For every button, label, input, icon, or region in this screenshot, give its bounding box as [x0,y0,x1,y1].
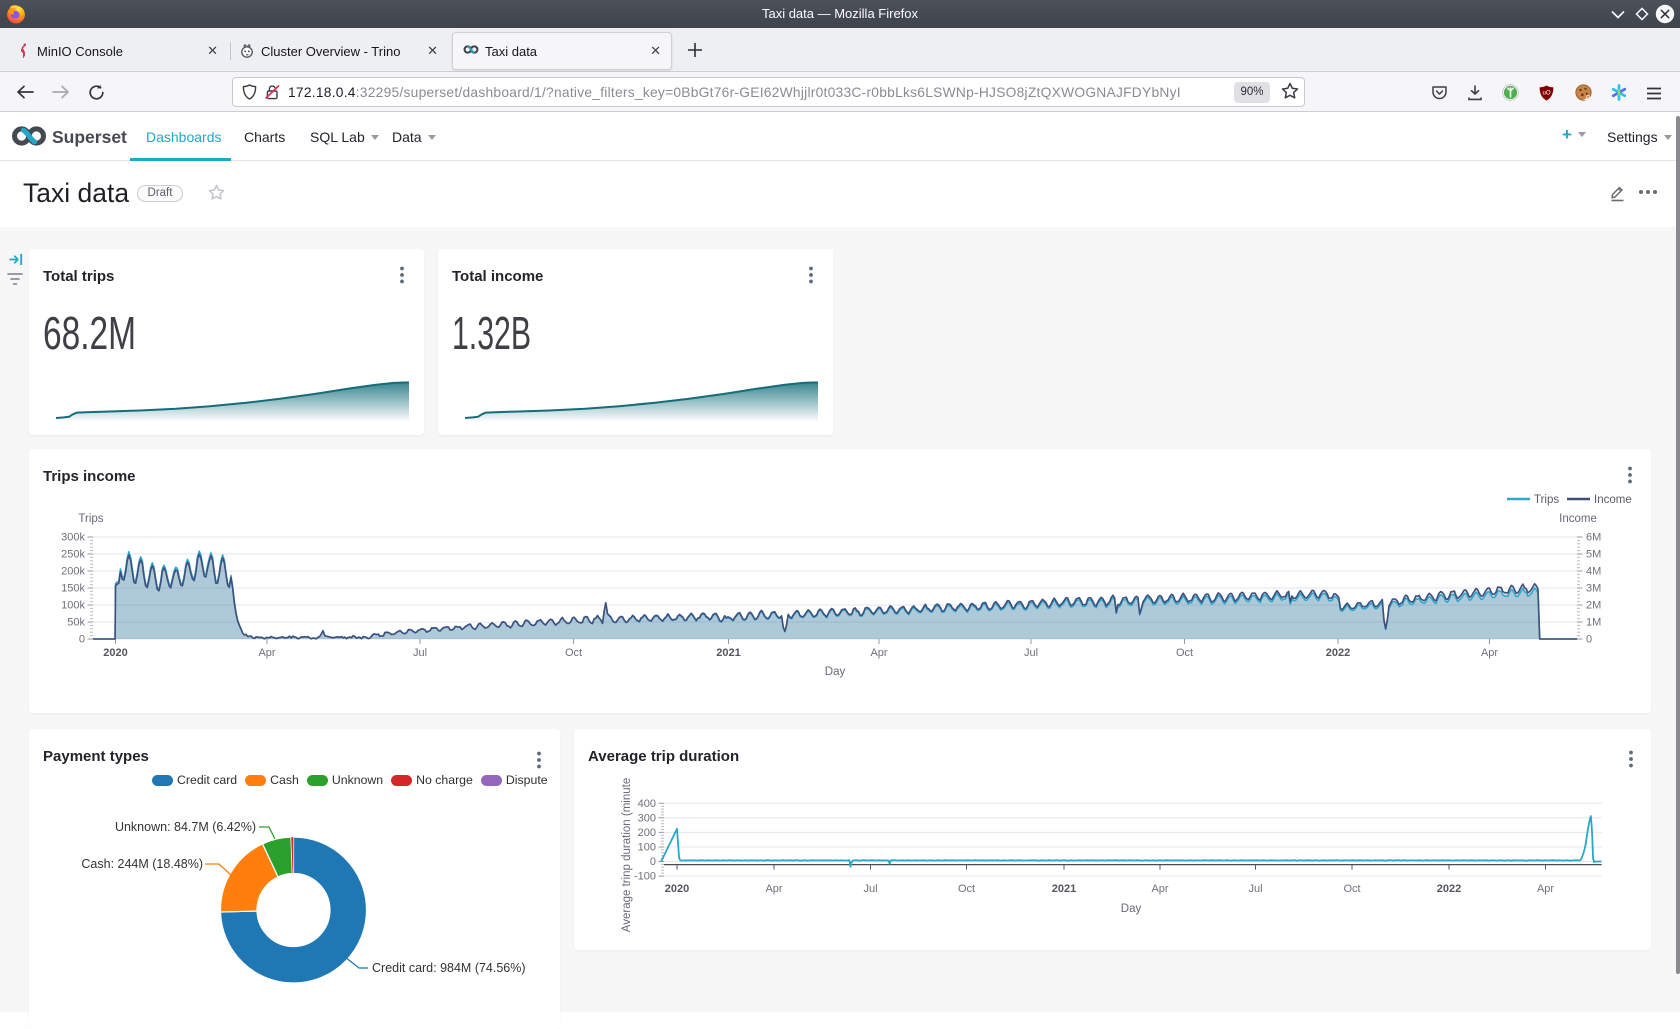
svg-text:2022: 2022 [1326,647,1350,659]
svg-text:50k: 50k [67,617,85,629]
svg-text:Apr: Apr [870,647,887,659]
svg-text:Income: Income [1559,513,1597,525]
svg-text:Day: Day [825,666,846,678]
svg-text:0: 0 [79,634,85,646]
svg-text:300: 300 [638,812,656,824]
svg-text:Jul: Jul [1248,883,1262,895]
svg-text:-100: -100 [634,871,656,883]
svg-text:Jul: Jul [863,883,877,895]
svg-text:Income: Income [1594,494,1632,506]
svg-text:300k: 300k [61,532,85,544]
svg-text:2M: 2M [1586,600,1601,612]
svg-text:1.32B: 1.32B [452,313,531,357]
svg-text:100: 100 [638,842,656,854]
svg-text:2020: 2020 [665,883,689,895]
svg-text:100k: 100k [61,600,85,612]
svg-text:Average trinp duration (minute: Average trinp duration (minute [621,778,633,933]
svg-text:Apr: Apr [258,647,275,659]
svg-text:Oct: Oct [958,883,975,895]
svg-text:200k: 200k [61,566,85,578]
svg-text:Jul: Jul [413,647,427,659]
svg-text:150k: 150k [61,583,85,595]
svg-text:Apr: Apr [765,883,782,895]
svg-text:Trips: Trips [78,513,103,525]
svg-text:Day: Day [1121,903,1142,915]
svg-text:0: 0 [1586,634,1592,646]
svg-text:Oct: Oct [1176,647,1193,659]
svg-text:Apr: Apr [1151,883,1168,895]
svg-text:2020: 2020 [103,647,127,659]
svg-text:1M: 1M [1586,617,1601,629]
svg-text:2021: 2021 [716,647,740,659]
svg-text:5M: 5M [1586,549,1601,561]
svg-text:Trips: Trips [1534,494,1559,506]
svg-text:2022: 2022 [1437,883,1461,895]
svg-text:Oct: Oct [565,647,582,659]
svg-text:Oct: Oct [1343,883,1360,895]
svg-text:uO: uO [1542,90,1550,96]
svg-text:3M: 3M [1586,583,1601,595]
svg-text:Apr: Apr [1537,883,1554,895]
svg-text:0: 0 [650,856,656,868]
svg-text:4M: 4M [1586,566,1601,578]
svg-text:Jul: Jul [1024,647,1038,659]
svg-text:250k: 250k [61,549,85,561]
svg-text:Apr: Apr [1481,647,1498,659]
svg-text:400: 400 [638,798,656,810]
svg-text:2021: 2021 [1052,883,1076,895]
svg-text:6M: 6M [1586,532,1601,544]
svg-text:68.2M: 68.2M [43,313,136,357]
svg-text:200: 200 [638,827,656,839]
svg-text:Unknown: 84.7M (6.42%): Unknown: 84.7M (6.42%) [115,820,256,834]
svg-text:Cash: 244M (18.48%): Cash: 244M (18.48%) [81,857,203,871]
svg-text:Credit card: 984M (74.56%): Credit card: 984M (74.56%) [372,961,526,975]
